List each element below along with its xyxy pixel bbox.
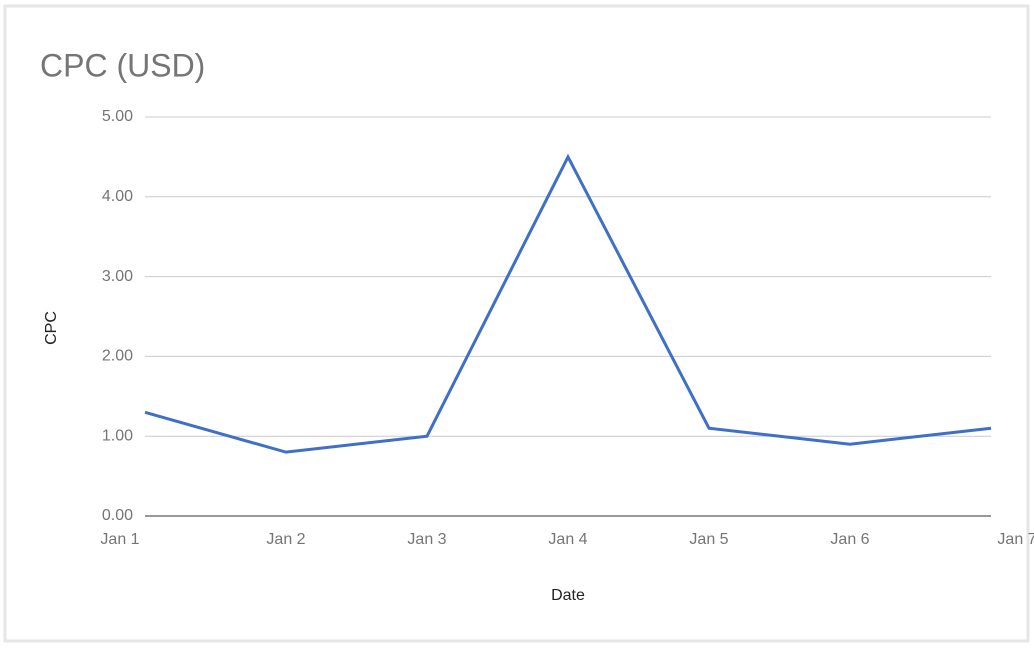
x-tick-label: Jan 7 — [997, 531, 1034, 548]
y-tick-label: 0.00 — [102, 507, 133, 524]
y-tick-label: 2.00 — [102, 348, 133, 365]
y-tick-label: 3.00 — [102, 268, 133, 285]
x-tick-label: Jan 2 — [266, 531, 305, 548]
x-tick-label: Jan 1 — [100, 531, 139, 548]
y-axis-label: CPC — [43, 311, 60, 345]
chart-title: CPC (USD) — [40, 47, 205, 83]
y-tick-label: 5.00 — [102, 108, 133, 125]
x-tick-label: Jan 5 — [689, 531, 728, 548]
x-tick-label: Jan 4 — [548, 531, 587, 548]
x-tick-label: Jan 6 — [830, 531, 869, 548]
x-tick-label: Jan 3 — [407, 531, 446, 548]
card — [3, 4, 1030, 643]
line-series — [144, 153, 992, 454]
x-axis-label: Date — [551, 587, 585, 604]
y-tick-label: 1.00 — [102, 427, 133, 444]
y-tick-label: 4.00 — [102, 188, 133, 205]
